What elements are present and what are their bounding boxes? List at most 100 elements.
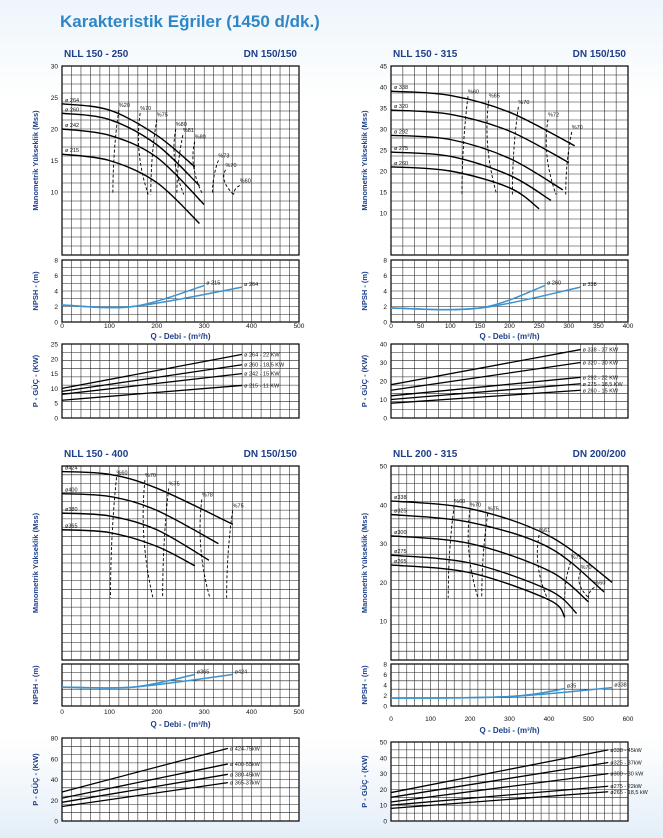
y-axis-label: NPSH - (m)	[360, 271, 369, 311]
efficiency-iso-line	[447, 505, 455, 598]
y-axis-label: NPSH - (m)	[360, 665, 369, 705]
impeller-diameter-label: ø365	[65, 524, 78, 530]
y-tick-label: 2	[54, 304, 58, 311]
npsh-curve	[390, 686, 613, 699]
y-tick-label: 20	[51, 798, 59, 805]
y-tick-label: 35	[380, 106, 388, 113]
efficiency-label: %70	[581, 565, 592, 571]
y-tick-label: 15	[51, 371, 59, 378]
pump-model-label: NLL 150 - 315	[393, 49, 458, 60]
power-curve	[61, 372, 243, 395]
head-curve	[61, 512, 210, 561]
efficiency-iso-line	[486, 100, 498, 195]
y-tick-label: 80	[51, 736, 59, 743]
npsh-curve	[61, 673, 233, 689]
efficiency-label: %73	[218, 153, 229, 159]
impeller-diameter-label: ø300	[394, 530, 407, 536]
y-tick-label: 60	[51, 756, 59, 763]
efficiency-label: %75	[169, 481, 180, 487]
impeller-diameter-label: ø 215	[65, 148, 79, 154]
power-curve	[390, 376, 581, 397]
y-tick-label: 10	[380, 397, 388, 404]
y-axis-label: NPSH - (m)	[31, 271, 40, 311]
x-tick-label: 400	[544, 716, 555, 723]
y-tick-label: 20	[380, 169, 388, 176]
npsh-curve	[61, 286, 243, 309]
y-tick-label: 0	[383, 704, 387, 711]
power-curve	[390, 761, 609, 798]
power-curve	[390, 772, 609, 803]
efficiency-label: %80	[195, 134, 206, 140]
efficiency-iso-line	[536, 534, 548, 599]
x-axis-label: Q - Debi - (m³/h)	[151, 720, 211, 729]
head-curve	[61, 153, 200, 225]
impeller-diameter-label: ø265	[394, 559, 407, 565]
dn-label: DN 150/150	[573, 49, 627, 60]
head-curve	[61, 470, 233, 525]
power-curve	[390, 389, 581, 404]
impeller-diameter-label: ø 242	[65, 123, 79, 129]
power-curve-label: ø 242 - 15 KW	[244, 372, 280, 378]
efficiency-label: %70	[140, 106, 151, 112]
x-tick-label: 500	[294, 323, 305, 330]
x-tick-label: 100	[425, 716, 436, 723]
impeller-diameter-label: ø 264	[65, 98, 79, 104]
x-axis-label: Q - Debi - (m³/h)	[480, 726, 540, 735]
efficiency-iso-line	[587, 586, 595, 598]
efficiency-label: %75	[488, 507, 499, 513]
y-axis-label: Manometrik Yükseklik (Mss)	[31, 512, 40, 613]
y-tick-label: 20	[51, 356, 59, 363]
y-tick-label: 6	[383, 672, 387, 679]
impeller-diameter-label: ø338	[394, 495, 407, 501]
head-curve	[61, 529, 196, 567]
power-curve-label: ø 292 - 22 KW	[583, 375, 619, 381]
head-curve	[390, 535, 589, 603]
pump-model-label: NLL 200 - 315	[393, 449, 458, 460]
pump-chart-2: NLL 150 - 400 DN 150/150 Manometrik Yüksek…	[31, 449, 305, 826]
y-tick-label: 25	[51, 342, 59, 349]
y-tick-label: 40	[380, 342, 388, 349]
impeller-diameter-label: ø424	[65, 466, 78, 472]
y-tick-label: 0	[383, 320, 387, 327]
y-tick-label: 10	[380, 619, 388, 626]
efficiency-iso-line	[223, 169, 234, 195]
power-curve	[61, 773, 229, 803]
npsh-curve-label: ø 215	[206, 281, 220, 287]
y-tick-label: 30	[380, 541, 388, 548]
efficiency-iso-line	[192, 141, 204, 195]
impeller-diameter-label: ø 260	[65, 107, 79, 113]
y-tick-label: 30	[380, 127, 388, 134]
efficiency-label: %72	[548, 112, 559, 118]
efficiency-label: %60	[240, 179, 251, 185]
x-tick-label: 100	[104, 323, 115, 330]
x-tick-label: 500	[583, 716, 594, 723]
x-tick-label: 150	[474, 323, 485, 330]
power-curve-label: ø 400-55kW	[230, 762, 261, 768]
y-tick-label: 25	[380, 148, 388, 155]
dn-label: DN 150/150	[244, 449, 298, 460]
y-tick-label: 30	[51, 64, 59, 71]
efficiency-label: %81	[183, 128, 194, 134]
y-tick-label: 20	[380, 787, 388, 794]
power-curve-label: ø275 - 22kW	[610, 784, 642, 790]
power-curve-label: ø 215 - 11 KW	[244, 383, 280, 389]
power-curve	[61, 384, 243, 401]
dn-label: DN 150/150	[244, 49, 298, 60]
efficiency-label: %70	[572, 125, 583, 131]
y-tick-label: 40	[380, 85, 388, 92]
x-tick-label: 0	[60, 323, 64, 330]
npsh-plot-area	[61, 663, 300, 707]
efficiency-iso-line	[110, 477, 117, 598]
y-tick-label: 20	[51, 127, 59, 134]
power-curve-label: ø300 - 30 kW	[610, 772, 644, 778]
pump-model-label: NLL 150 - 400	[64, 449, 129, 460]
x-tick-label: 500	[294, 709, 305, 716]
x-axis-label: Q - Debi - (m³/h)	[480, 332, 540, 341]
y-axis-label: Manometrik Yükseklik (Mss)	[360, 110, 369, 211]
efficiency-iso-line	[565, 131, 573, 195]
efficiency-label: %70	[518, 100, 529, 106]
x-tick-label: 250	[534, 323, 545, 330]
power-curve-label: ø 320 - 30 KW	[583, 361, 619, 367]
x-tick-label: 100	[104, 709, 115, 716]
